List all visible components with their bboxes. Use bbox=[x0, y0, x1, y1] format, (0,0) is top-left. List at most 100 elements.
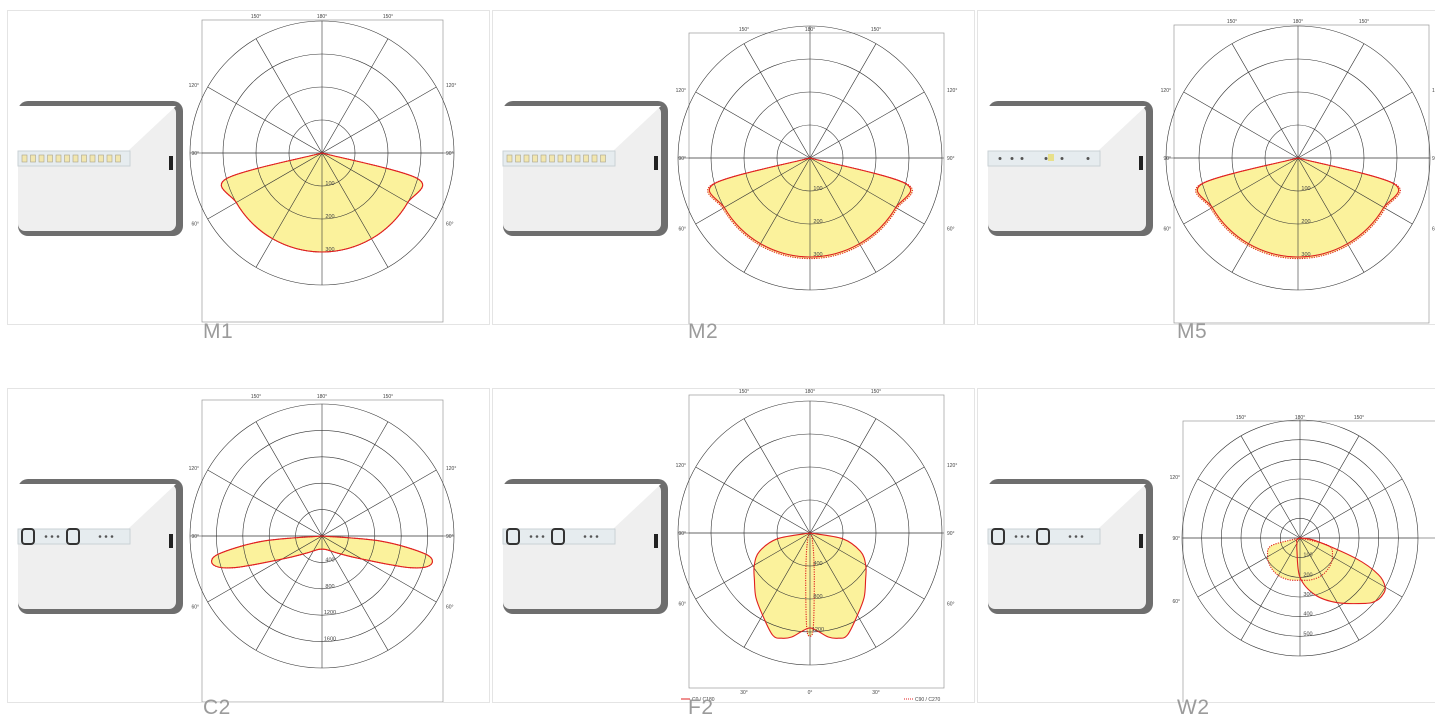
ring-label: 800 bbox=[325, 584, 334, 590]
diagram-frame bbox=[201, 399, 444, 702]
led-chip bbox=[89, 154, 96, 163]
led-chip bbox=[38, 154, 45, 163]
angle-label-120: 120° bbox=[676, 463, 686, 469]
led-dot bbox=[110, 535, 114, 538]
led-lens bbox=[506, 528, 520, 545]
angle-label-60: 60° bbox=[191, 222, 199, 228]
product-code-caption[interactable]: M2 bbox=[688, 320, 719, 343]
angle-label-0: 0° bbox=[808, 690, 813, 696]
led-chip bbox=[600, 154, 606, 163]
led-board bbox=[987, 150, 1101, 167]
diffuser-highlight bbox=[503, 106, 661, 151]
angle-label-60: 60° bbox=[947, 602, 955, 608]
angle-label-90: 90° bbox=[678, 156, 686, 162]
curve-c90 bbox=[1266, 537, 1334, 581]
legend-c0-label: C0 / C180 bbox=[692, 697, 715, 703]
angle-label-150: 150° bbox=[383, 394, 393, 400]
mounting-clip bbox=[654, 534, 658, 548]
mounting-clip bbox=[1139, 534, 1143, 548]
ring-label: 1200 bbox=[324, 610, 336, 616]
ring-label: 200 bbox=[1303, 572, 1312, 578]
led-chip bbox=[81, 154, 87, 163]
angle-label-120: 120° bbox=[947, 88, 957, 94]
curve-c0 bbox=[211, 535, 433, 569]
ring-label: 400 bbox=[813, 561, 822, 567]
ring-label: 400 bbox=[325, 557, 334, 563]
led-dot bbox=[1060, 157, 1064, 160]
product-card[interactable]: 100200300400500150°180°150°120°120°90°90… bbox=[977, 388, 1435, 703]
ring-label: 200 bbox=[1301, 219, 1310, 225]
led-dot bbox=[1026, 535, 1030, 538]
led-dot bbox=[998, 157, 1002, 160]
angle-label-150: 150° bbox=[739, 389, 749, 395]
angle-label-120: 120° bbox=[1170, 475, 1180, 481]
diffuser-highlight bbox=[18, 484, 176, 529]
diffuser-highlight bbox=[18, 106, 176, 151]
product-code-caption[interactable]: M5 bbox=[1177, 320, 1208, 343]
angle-label-60: 60° bbox=[446, 222, 454, 228]
luminaire-photo bbox=[987, 101, 1153, 236]
angle-label-30: 30° bbox=[872, 690, 880, 696]
luminaire-photo bbox=[502, 479, 668, 614]
angle-label-60: 60° bbox=[446, 605, 454, 611]
product-code-caption[interactable]: M1 bbox=[203, 320, 234, 343]
distribution-fill-c0 bbox=[1296, 538, 1386, 604]
mounting-clip bbox=[1139, 156, 1143, 170]
led-dot bbox=[535, 535, 539, 538]
luminaire-photo bbox=[17, 101, 183, 236]
angle-label-30: 30° bbox=[740, 690, 748, 696]
ring-label: 200 bbox=[813, 219, 822, 225]
product-code-caption[interactable]: C2 bbox=[203, 696, 231, 719]
angle-label-150: 150° bbox=[251, 14, 261, 20]
mounting-clip bbox=[169, 156, 173, 170]
product-card[interactable]: 100 200 300 150° 180° 150° 120° 120° 90° 90° 60° 60… bbox=[977, 10, 1435, 325]
legend-c90-label: C90 / C270 bbox=[915, 697, 941, 703]
mounting-clip bbox=[654, 156, 658, 170]
led-chip bbox=[98, 154, 104, 163]
led-chip bbox=[574, 154, 581, 163]
product-card[interactable]: 400 800 1200 150° 180° 150° 120° 120° 90° 90° 60° 6… bbox=[492, 388, 975, 703]
product-card[interactable]: 100 200 300 150° 180° 150° 120° 120° 90° 90° 60° 60… bbox=[7, 10, 490, 325]
led-dot bbox=[44, 535, 48, 538]
curve-c0 bbox=[1196, 157, 1400, 258]
angle-label-60: 60° bbox=[191, 605, 199, 611]
polar-diagram: 400 800 1200 150° 180° 150° 120° 120° 90° 90° 60° 6… bbox=[502, 389, 957, 703]
ring-label: 100 bbox=[1303, 553, 1312, 559]
led-lens bbox=[991, 528, 1005, 545]
angle-label-90: 90° bbox=[1172, 536, 1180, 542]
polar-diagram: 100 200 300 150° 180° 150° 120° 120° 90° 90° 60° 60… bbox=[17, 14, 456, 325]
angle-label-30: 30° bbox=[252, 324, 260, 325]
led-chip bbox=[583, 154, 589, 163]
curve-c90 bbox=[805, 532, 815, 637]
angle-label-180: 180° bbox=[805, 27, 815, 33]
led-chip bbox=[106, 154, 113, 163]
angle-label-180: 180° bbox=[317, 394, 327, 400]
led-dot bbox=[1074, 535, 1078, 538]
led-chip bbox=[549, 154, 555, 163]
product-card[interactable]: 400 800 1200 1600 150° 180° 150° 120° 120° 90° 90°… bbox=[7, 388, 490, 703]
diagram-frame bbox=[201, 19, 444, 323]
led-chip bbox=[506, 154, 513, 163]
angle-label-150: 150° bbox=[871, 389, 881, 395]
angle-label-180: 180° bbox=[317, 14, 327, 20]
ring-label: 500 bbox=[1303, 631, 1312, 637]
curve-c0 bbox=[220, 152, 424, 253]
ring-label: 200 bbox=[325, 214, 334, 220]
product-code-caption[interactable]: W2 bbox=[1177, 696, 1210, 719]
ring-label: 1200 bbox=[812, 627, 824, 633]
angle-label-90: 90° bbox=[1163, 156, 1171, 162]
product-code-caption[interactable]: F2 bbox=[688, 696, 714, 719]
angle-label-180: 180° bbox=[805, 389, 815, 395]
luminaire-photo bbox=[987, 479, 1153, 614]
curve-c0 bbox=[708, 157, 912, 258]
angle-label-90: 90° bbox=[947, 156, 955, 162]
led-lens bbox=[66, 528, 80, 545]
angle-label-150: 150° bbox=[1227, 19, 1237, 25]
led-chip bbox=[515, 154, 521, 163]
angle-label-60: 60° bbox=[678, 602, 686, 608]
angle-label-60: 60° bbox=[1172, 599, 1180, 605]
led-chip bbox=[47, 154, 53, 163]
product-card[interactable]: 100 200 300 150° 180° 150° 120° 120° 90° 90° 60° 60… bbox=[492, 10, 975, 325]
curve-c90 bbox=[707, 157, 913, 260]
angle-label-120: 120° bbox=[446, 466, 456, 472]
